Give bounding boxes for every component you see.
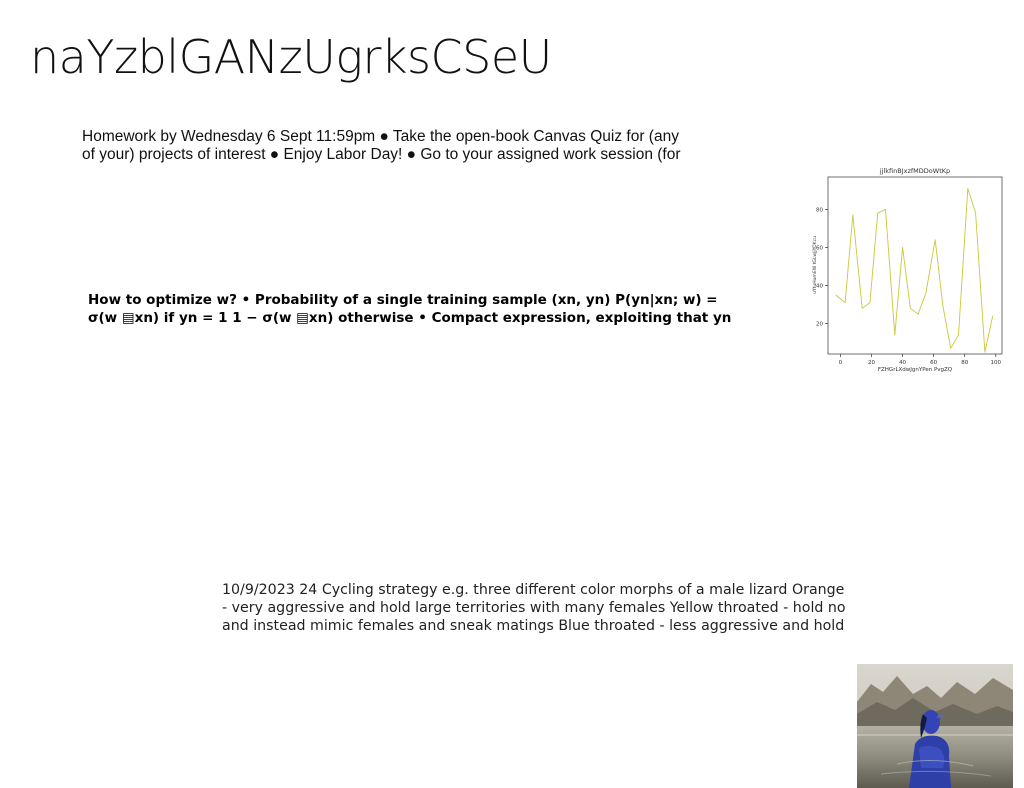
y-tick-label: 80 [816,207,823,213]
data-point [942,306,944,307]
line-chart: jjlkfinBJxzfMDDoWtKp 0 20 40 60 80 100 20 40 60… [812,167,1003,373]
plot-area-frame [827,176,1003,355]
data-point [902,247,903,248]
x-tick-label: 20 [868,360,875,366]
text-line: - very aggressive and hold large territo… [222,600,846,616]
data-point [984,351,986,353]
x-axis-label: FZHGrLXdwJgnYPen PvgZQ [878,367,953,373]
data-point [861,308,863,309]
data-point [869,302,871,303]
text-line: and instead mimic females and sneak mati… [222,618,845,634]
x-tick-label: 40 [899,360,906,366]
text-line: 10/9/2023 24 Cycling strategy e.g. three… [222,582,845,598]
data-point [877,212,879,214]
data-point [958,334,959,336]
data-point [885,209,886,210]
x-tick-label: 80 [961,360,968,366]
x-tick-label: 100 [991,360,1002,366]
slide-title: naYzblGANzUgrksCSeU [30,30,552,84]
woman-in-infinity-pool-photo [857,664,1013,788]
text-line: Homework by Wednesday 6 Sept 11:59pm ● T… [82,128,679,145]
data-point [934,239,936,241]
x-axis-ticks: 0 20 40 60 80 100 [839,354,1002,366]
text-line: How to optimize w? • Probability of a si… [88,292,718,308]
x-tick-label: 60 [930,360,937,366]
y-tick-label: 60 [816,245,823,251]
y-tick-label: 40 [816,283,823,289]
chart-title: jjlkfinBJxzfMDDoWtKp [879,167,950,175]
y-tick-label: 20 [816,322,823,328]
data-point [992,315,993,317]
text-line: σ(w ▤xn) if yn = 1 1 − σ(w ▤xn) otherwis… [88,310,732,326]
data-point [844,302,846,303]
data-point [917,313,919,315]
y-axis-ticks: 20 40 60 80 [816,207,828,328]
data-point [835,294,837,296]
data-point [910,308,911,309]
x-tick-label: 0 [839,360,843,366]
lizard-strategy-text-block: 10/9/2023 24 Cycling strategy e.g. three… [222,581,846,635]
data-point [967,188,969,189]
optimization-text-block: How to optimize w? • Probability of a si… [88,291,731,327]
y-axis-label: uYtuHumEW tGLwJjYOKcu [812,236,818,294]
data-point [852,214,854,216]
data-point [894,334,896,336]
homework-text-block: Homework by Wednesday 6 Sept 11:59pm ● T… [82,128,681,164]
data-point [950,347,952,349]
series-layer [835,187,994,353]
data-point [925,292,927,294]
series-line [835,187,994,353]
data-point [975,212,976,214]
text-line: of your) projects of interest ● Enjoy La… [82,146,681,163]
